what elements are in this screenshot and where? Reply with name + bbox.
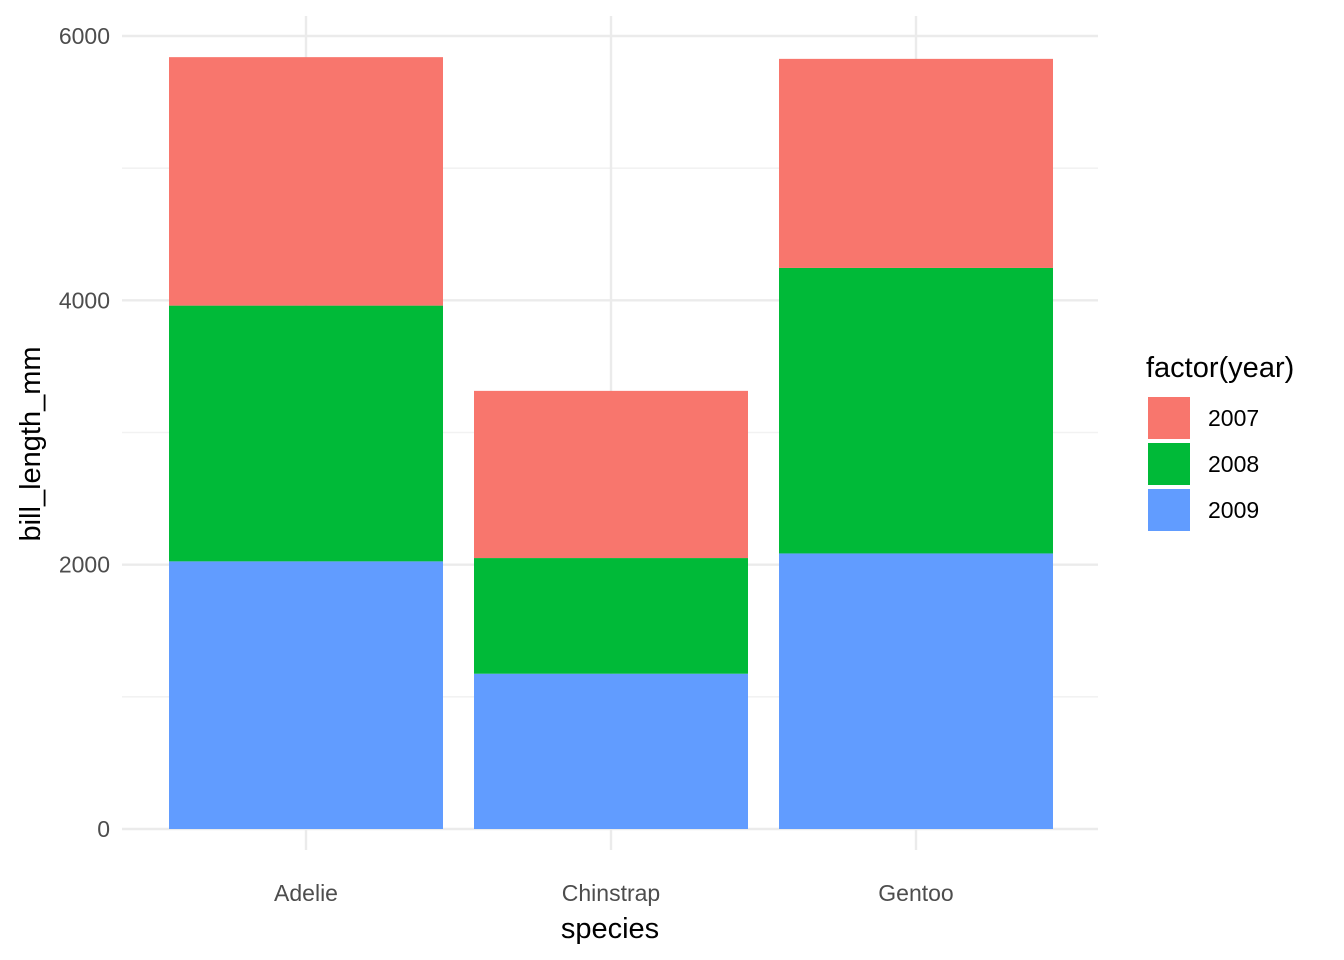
bar-gentoo-2008 xyxy=(779,267,1053,554)
y-axis-ticks: 0 2000 4000 6000 xyxy=(59,23,110,842)
bar-chinstrap-2008 xyxy=(474,558,748,674)
y-tick-label: 4000 xyxy=(59,287,110,313)
legend-key-2007 xyxy=(1148,397,1190,439)
bar-adelie-2009 xyxy=(169,561,443,829)
bar-gentoo-2007 xyxy=(779,58,1053,268)
bar-chinstrap-2009 xyxy=(474,673,748,829)
bar-adelie-2008 xyxy=(169,305,443,562)
legend-label-2007: 2007 xyxy=(1208,405,1259,431)
x-tick-label: Adelie xyxy=(274,880,338,906)
y-tick-label: 6000 xyxy=(59,23,110,49)
legend-label-2008: 2008 xyxy=(1208,451,1259,477)
legend: factor(year) 2007 2008 2009 xyxy=(1146,352,1294,531)
bars xyxy=(169,57,1053,829)
legend-key-2008 xyxy=(1148,443,1190,485)
bar-chinstrap-2007 xyxy=(474,390,748,559)
bar-adelie-2007 xyxy=(169,57,443,306)
y-axis-title: bill_length_mm xyxy=(15,346,47,541)
legend-key-2009 xyxy=(1148,489,1190,531)
x-tick-label: Chinstrap xyxy=(562,880,660,906)
bar-gentoo-2009 xyxy=(779,553,1053,829)
x-axis-ticks: Adelie Chinstrap Gentoo xyxy=(274,880,954,906)
legend-title: factor(year) xyxy=(1146,352,1294,384)
x-axis-title: species xyxy=(561,913,659,945)
y-tick-label: 0 xyxy=(97,816,110,842)
x-tick-label: Gentoo xyxy=(878,880,953,906)
legend-label-2009: 2009 xyxy=(1208,497,1259,523)
y-tick-label: 2000 xyxy=(59,552,110,578)
